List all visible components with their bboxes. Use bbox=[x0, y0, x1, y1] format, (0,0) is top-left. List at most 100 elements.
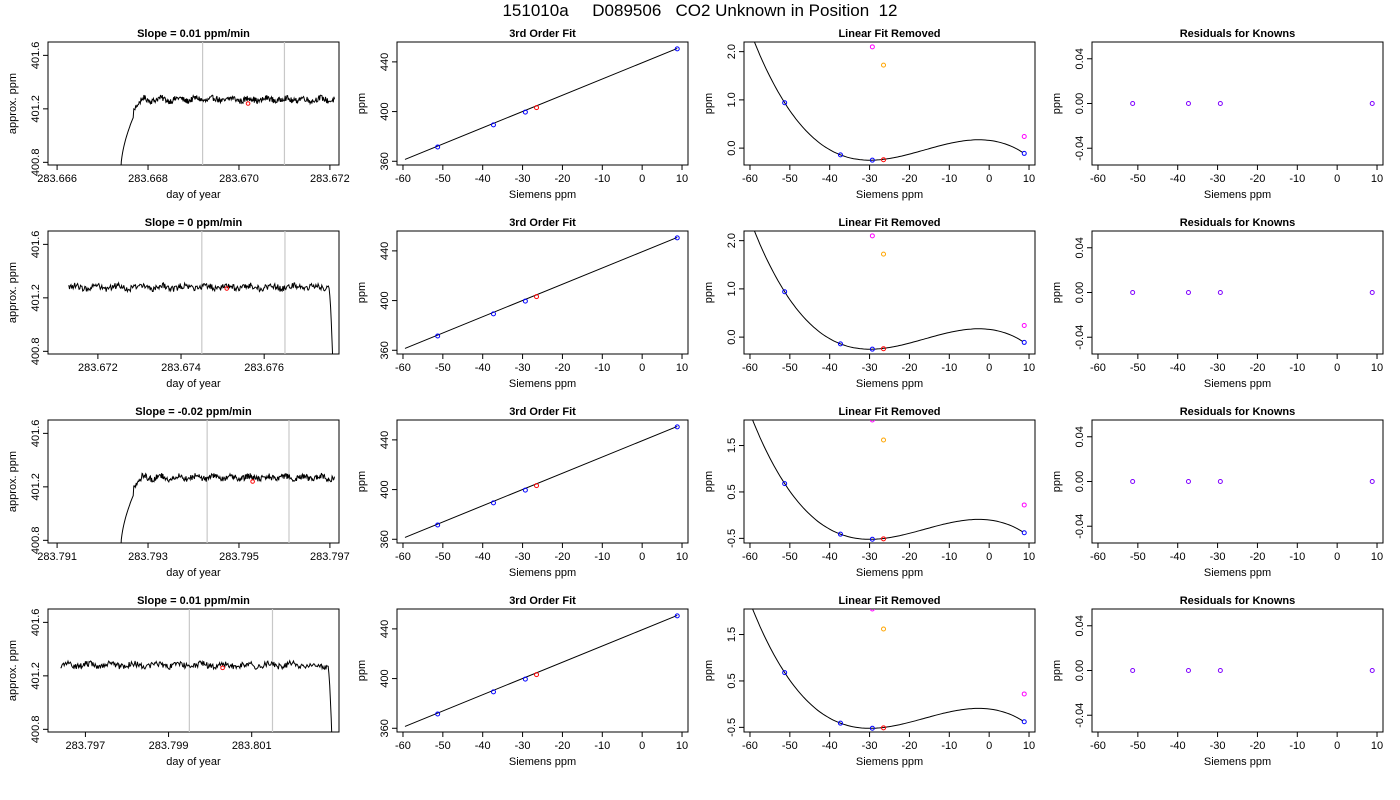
x-tick-label: 10 bbox=[1023, 740, 1035, 752]
x-tick-label: -10 bbox=[594, 740, 610, 752]
x-axis-label: Siemens ppm bbox=[856, 189, 923, 201]
x-tick-label: -30 bbox=[862, 551, 878, 563]
chart-panel: Slope = -0.02 ppm/min 283.791 283.793 283.7… bbox=[7, 406, 350, 579]
x-tick-label: 0 bbox=[1334, 173, 1340, 185]
x-tick-label: -20 bbox=[554, 173, 570, 185]
x-tick-label: -60 bbox=[1090, 362, 1106, 374]
x-tick-label: -40 bbox=[822, 740, 838, 752]
y-axis-label: ppm bbox=[1051, 282, 1063, 303]
fit-curve bbox=[752, 420, 1024, 540]
chart-title: Residuals for Knowns bbox=[1180, 595, 1296, 607]
plot-data bbox=[752, 609, 1027, 731]
x-tick-label: 283.797 bbox=[310, 551, 350, 563]
knowns-point bbox=[1021, 339, 1027, 345]
x-tick-label: 0 bbox=[639, 173, 645, 185]
x-axis-label: Siemens ppm bbox=[1204, 378, 1271, 390]
plot-frame bbox=[396, 608, 689, 733]
chart-panel: Residuals for Knowns -60 -50 -40 -30 -20 -10 0 1… bbox=[1051, 217, 1384, 390]
knowns-point bbox=[674, 613, 680, 619]
chart-title: Residuals for Knowns bbox=[1180, 217, 1296, 229]
fit-curve bbox=[753, 231, 1024, 350]
chart-panel: Residuals for Knowns -60 -50 -40 -30 -20 -10 0 1… bbox=[1051, 28, 1384, 201]
y-axis-label: ppm bbox=[703, 660, 715, 681]
x-axis-label: Siemens ppm bbox=[509, 378, 576, 390]
y-tick-label: 2.0 bbox=[726, 44, 738, 59]
unknown-point bbox=[881, 346, 887, 352]
x-tick-label: -40 bbox=[822, 551, 838, 563]
x-axis-label: Siemens ppm bbox=[856, 567, 923, 579]
y-tick-label: 1.0 bbox=[726, 92, 738, 107]
x-tick-label: -60 bbox=[395, 173, 411, 185]
x-tick-label: 283.670 bbox=[219, 173, 259, 185]
x-tick-label: -50 bbox=[435, 362, 451, 374]
knowns-point bbox=[837, 152, 843, 158]
knowns-point bbox=[869, 536, 875, 542]
residuals-point bbox=[1369, 668, 1375, 673]
x-tick-label: -10 bbox=[594, 173, 610, 185]
plot-frame bbox=[396, 41, 689, 166]
x-tick-label: 10 bbox=[1371, 740, 1383, 752]
x-tick-label: 283.674 bbox=[161, 362, 201, 374]
x-tick-label: -50 bbox=[782, 173, 798, 185]
x-tick-label: -20 bbox=[554, 551, 570, 563]
x-tick-label: -10 bbox=[594, 551, 610, 563]
x-tick-label: -40 bbox=[1170, 173, 1186, 185]
y-tick-label: 0.00 bbox=[1074, 282, 1086, 303]
y-axis-label: ppm bbox=[1051, 93, 1063, 114]
x-tick-label: -50 bbox=[782, 551, 798, 563]
plot-data bbox=[753, 42, 1027, 163]
x-tick-label: 0 bbox=[986, 362, 992, 374]
x-tick-label: -10 bbox=[941, 173, 957, 185]
x-tick-label: -10 bbox=[941, 551, 957, 563]
knowns-point bbox=[522, 487, 528, 493]
y-tick-label: 401.2 bbox=[30, 284, 42, 312]
residuals-point bbox=[1217, 668, 1223, 673]
residuals-point bbox=[1185, 479, 1191, 484]
fit-line bbox=[404, 47, 678, 160]
fit-curve bbox=[753, 42, 1024, 161]
knowns-point bbox=[837, 720, 843, 726]
fit-line bbox=[404, 236, 678, 349]
knowns-point bbox=[522, 109, 528, 115]
residuals-point bbox=[1185, 668, 1191, 673]
fit-curve bbox=[752, 609, 1024, 729]
y-tick-label: -0.04 bbox=[1074, 136, 1086, 161]
chart-panel: Residuals for Knowns -60 -50 -40 -30 -20 -10 0 1… bbox=[1051, 406, 1384, 579]
x-tick-label: -10 bbox=[1289, 551, 1305, 563]
knowns-point bbox=[522, 298, 528, 304]
knowns-point bbox=[490, 311, 496, 317]
knowns-point bbox=[1021, 150, 1027, 156]
knowns-point bbox=[490, 122, 496, 128]
chart-title: 3rd Order Fit bbox=[509, 28, 576, 40]
x-tick-label: 283.666 bbox=[37, 173, 77, 185]
orange-point bbox=[881, 626, 887, 632]
magenta-point bbox=[869, 420, 875, 423]
plot-frame bbox=[1091, 230, 1384, 355]
y-tick-label: 440 bbox=[379, 620, 391, 638]
y-axis-label: ppm bbox=[356, 660, 368, 681]
x-tick-label: -20 bbox=[554, 362, 570, 374]
x-tick-label: 283.795 bbox=[219, 551, 259, 563]
knowns-point bbox=[782, 100, 788, 106]
residuals-point bbox=[1369, 479, 1375, 484]
chart-panel: 3rd Order Fit -60 -50 -40 -30 -20 -10 0 10 360 400… bbox=[356, 406, 689, 579]
x-axis-label: Siemens ppm bbox=[856, 378, 923, 390]
unknown-sample-point bbox=[250, 479, 255, 484]
ppm-trace bbox=[68, 281, 334, 354]
y-tick-label: 400.8 bbox=[30, 149, 42, 177]
knowns-point bbox=[490, 500, 496, 506]
x-tick-label: -60 bbox=[395, 740, 411, 752]
plot-data bbox=[1130, 479, 1375, 484]
plot-frame bbox=[743, 230, 1036, 355]
unknown-point bbox=[881, 536, 887, 542]
x-tick-label: -40 bbox=[1170, 362, 1186, 374]
y-tick-label: 360 bbox=[379, 152, 391, 170]
y-axis-label: approx. ppm bbox=[7, 451, 19, 512]
x-tick-label: 10 bbox=[1371, 551, 1383, 563]
x-tick-label: -60 bbox=[742, 362, 758, 374]
fit-line bbox=[404, 425, 678, 538]
y-tick-label: 0.5 bbox=[726, 484, 738, 499]
knowns-point bbox=[782, 670, 788, 676]
x-tick-label: -10 bbox=[941, 740, 957, 752]
knowns-point bbox=[435, 522, 441, 528]
